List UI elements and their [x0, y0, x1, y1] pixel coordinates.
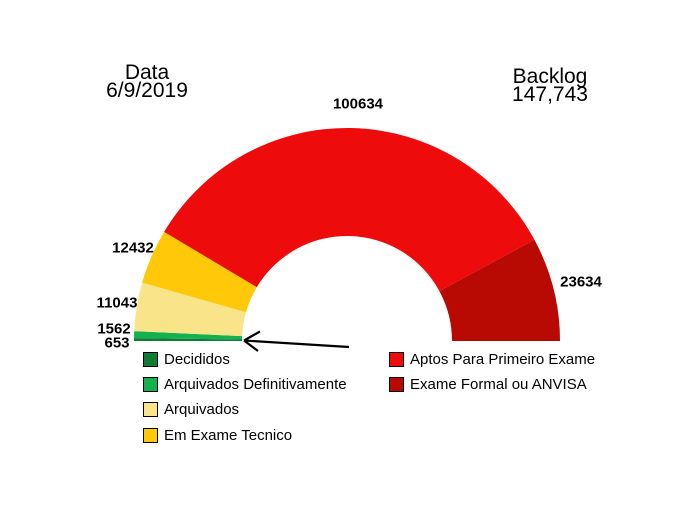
- legend-label: Arquivados: [164, 400, 240, 418]
- exame-formal-ou-anvisa-swatch-icon: [389, 376, 404, 392]
- date-title-value: 6/9/2019: [106, 79, 188, 102]
- backlog-title: Backlog 147,743: [465, 65, 635, 106]
- segment-value-decididos: 653: [104, 334, 130, 352]
- donut-segments: [134, 127, 560, 341]
- backlog-title-label: Backlog: [512, 65, 588, 88]
- decididos-swatch-icon: [143, 351, 158, 367]
- legend-item-arquivados: Arquivados: [143, 400, 240, 418]
- segment-em-exame-tecnico: [142, 231, 257, 313]
- arquivados-swatch-icon: [143, 401, 158, 417]
- legend-item-aptos-para-primeiro-exame: Aptos Para Primeiro Exame: [389, 350, 596, 368]
- backlog-title-value: 147,743: [512, 83, 588, 106]
- segment-decididos: [134, 338, 243, 341]
- arquivados-definitivamente-swatch-icon: [143, 376, 158, 392]
- legend-label: Exame Formal ou ANVISA: [410, 375, 587, 393]
- segment-aptos-para-primeiro-exame: [164, 127, 535, 292]
- legend-item-exame-formal-ou-anvisa: Exame Formal ou ANVISA: [389, 375, 587, 393]
- segment-value-aptos-para-primeiro-exame: 100634: [332, 95, 384, 113]
- pointer-arrow: [243, 330, 350, 352]
- segment-value-arquivados: 11043: [96, 294, 138, 312]
- segment-value-exame-formal-ou-anvisa: 23634: [560, 273, 602, 291]
- segment-arquivados-definitivamente: [134, 331, 243, 340]
- date-title: Data 6/9/2019: [62, 61, 232, 102]
- date-title-label: Data: [124, 61, 170, 84]
- segment-value-em-exame-tecnico: 12432: [112, 239, 154, 257]
- segment-arquivados: [134, 282, 247, 337]
- segment-value-arquivados-definitivamente: 1562: [97, 320, 131, 338]
- aptos-para-primeiro-exame-swatch-icon: [389, 351, 404, 367]
- legend-item-arquivados-definitivamente: Arquivados Definitivamente: [143, 375, 347, 393]
- legend-label: Arquivados Definitivamente: [164, 375, 347, 393]
- legend-item-decididos: Decididos: [143, 350, 230, 368]
- segment-exame-formal-ou-anvisa: [439, 239, 560, 341]
- legend-label: Em Exame Tecnico: [164, 426, 293, 444]
- legend-label: Decididos: [164, 350, 230, 368]
- legend-label: Aptos Para Primeiro Exame: [410, 350, 596, 368]
- em-exame-tecnico-swatch-icon: [143, 427, 158, 443]
- legend-item-em-exame-tecnico: Em Exame Tecnico: [143, 426, 293, 444]
